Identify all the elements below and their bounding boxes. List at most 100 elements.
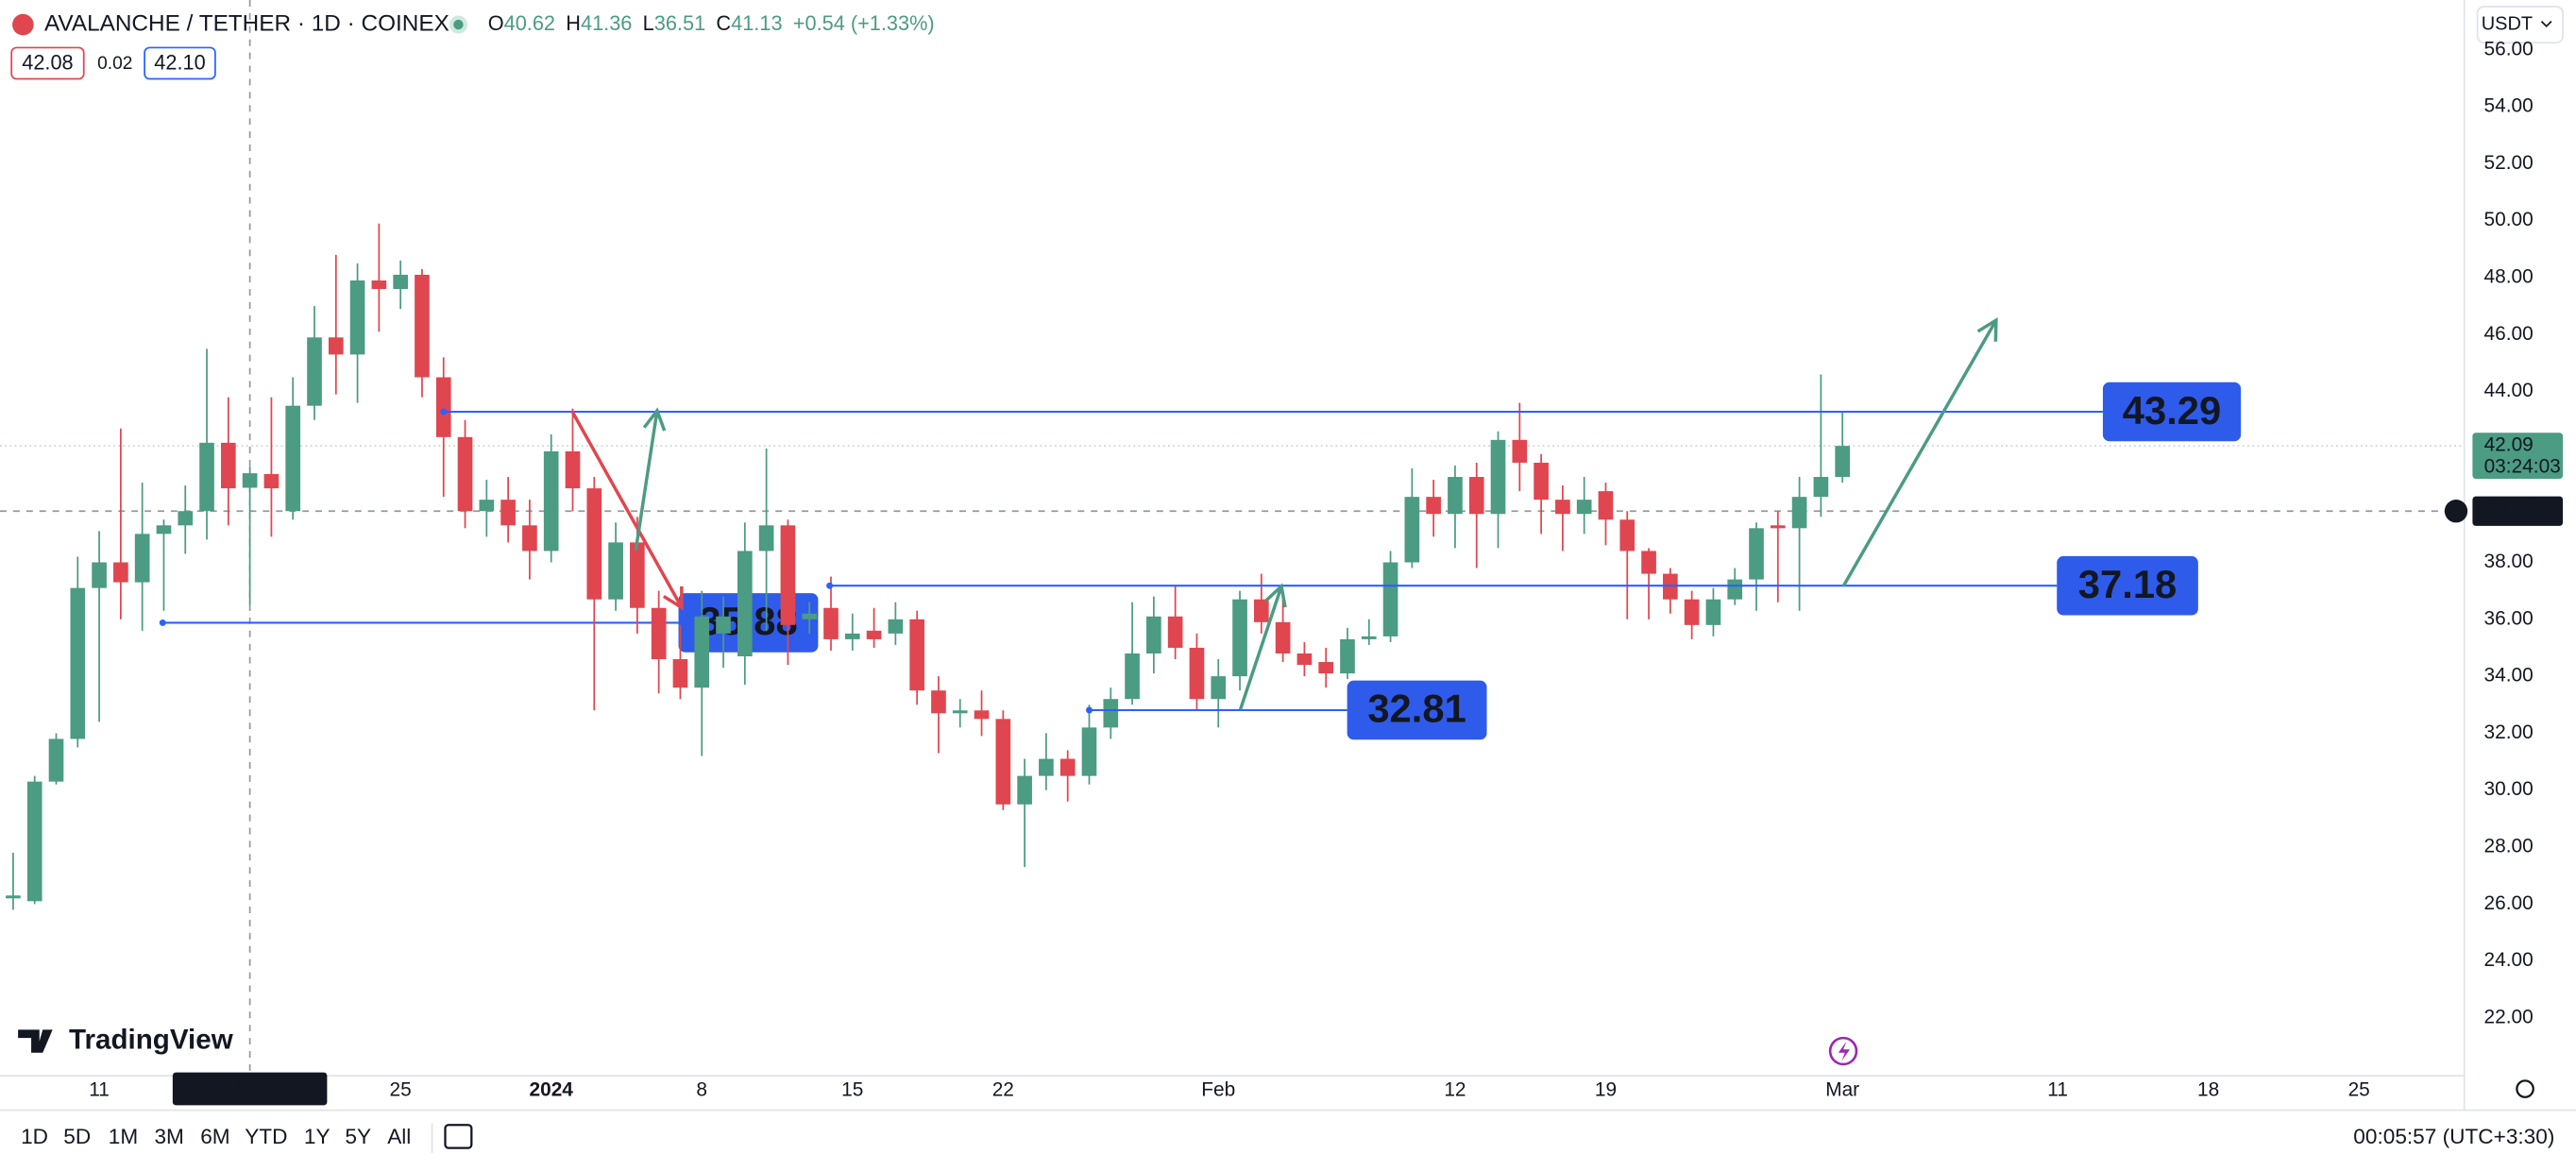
- bid-box[interactable]: [10, 46, 85, 80]
- candle-body: [974, 710, 990, 720]
- countdown: 03:24:03: [2484, 455, 2561, 477]
- x-tick-label: 25: [390, 1078, 412, 1100]
- spread: 0.02: [97, 54, 132, 74]
- candle-body: [500, 500, 516, 526]
- y-tick-label: 38.00: [2484, 551, 2534, 572]
- candle-body: [1340, 638, 1355, 674]
- candle-body: [909, 619, 924, 691]
- range-button[interactable]: 1D: [21, 1125, 48, 1148]
- candle-body: [1232, 599, 1247, 677]
- candle-body: [565, 450, 581, 489]
- candle-body: [1770, 525, 1786, 529]
- h-value: 41.36: [581, 11, 632, 35]
- x-tick-label: 11: [89, 1078, 110, 1100]
- crosshair-date-box: [172, 1072, 328, 1106]
- candle-body: [1125, 653, 1140, 700]
- candle-body: [1211, 676, 1227, 700]
- candle-body: [178, 511, 194, 526]
- candle-body: [1468, 477, 1484, 515]
- candle-body: [1835, 446, 1851, 478]
- ask-box[interactable]: [144, 46, 216, 80]
- level-label: 37.18: [2078, 562, 2177, 606]
- level-anchor: [159, 619, 166, 626]
- candle-body: [1361, 636, 1377, 639]
- candle-body: [1167, 616, 1183, 648]
- candle-body: [630, 542, 645, 608]
- candle-body: [758, 525, 774, 552]
- candle-body: [371, 280, 387, 290]
- candle-body: [931, 690, 946, 714]
- o-label: O: [488, 11, 504, 35]
- y-tick-label: 54.00: [2484, 95, 2534, 117]
- ohlc-legend: O40.62 H41.36 L36.51 C41.13 +0.54 (+1.33…: [488, 11, 935, 35]
- range-button[interactable]: 1M: [109, 1125, 138, 1148]
- date-range-icon[interactable]: [444, 1124, 473, 1149]
- candle-body: [393, 274, 408, 290]
- candle-body: [415, 274, 430, 378]
- candle-body: [199, 442, 214, 512]
- candle-body: [1813, 477, 1829, 498]
- x-tick-label: 25: [2348, 1078, 2370, 1100]
- candle-body: [1146, 616, 1161, 653]
- x-tick-label: 19: [1595, 1078, 1617, 1100]
- candle-body: [1426, 497, 1441, 515]
- range-button[interactable]: 5Y: [345, 1125, 371, 1148]
- currency: USDT: [2482, 13, 2533, 34]
- x-tick-label: Mar: [1825, 1078, 1859, 1100]
- currency-caret: [2540, 20, 2552, 28]
- range-button[interactable]: All: [387, 1125, 411, 1148]
- crosshair-date: Mon 18 Dec '23: [181, 1078, 318, 1099]
- y-tick-label: 48.00: [2484, 265, 2534, 287]
- y-tick-label: 46.00: [2484, 323, 2534, 345]
- y-tick-label: 22.00: [2484, 1006, 2534, 1027]
- candle-body: [263, 474, 280, 489]
- news-icon[interactable]: [1828, 1036, 1858, 1066]
- arrow-head: [1264, 583, 1287, 608]
- level-label-box: [2057, 555, 2198, 616]
- drawings: 43.29 37.18 32.81: [440, 316, 2242, 740]
- candle-body: [113, 562, 128, 583]
- candle-body: [522, 525, 537, 552]
- range-button[interactable]: YTD: [245, 1125, 287, 1148]
- range-button[interactable]: 6M: [200, 1125, 229, 1148]
- candle-body: [1641, 551, 1656, 574]
- candle-body: [1081, 727, 1097, 776]
- arrow-head: [1976, 316, 1998, 342]
- candle-body: [1555, 500, 1570, 515]
- candle-body: [737, 551, 753, 656]
- candle-body: [26, 781, 42, 902]
- currency-button[interactable]: [2476, 6, 2564, 44]
- settings-icon[interactable]: [2516, 1079, 2534, 1098]
- status-dot: [453, 19, 464, 30]
- candle-body: [1296, 653, 1313, 666]
- candle-body: [672, 659, 688, 688]
- range-button[interactable]: 1Y: [304, 1125, 330, 1148]
- candle-body: [1534, 462, 1549, 501]
- x-tick-label: Feb: [1201, 1078, 1235, 1100]
- candle-body: [651, 607, 667, 660]
- crosshair-price: 39.80: [2485, 500, 2534, 521]
- range-button[interactable]: 5D: [63, 1125, 91, 1148]
- symbol-title: AVALANCHE / TETHER · 1D · COINEX: [44, 11, 449, 37]
- range-button[interactable]: 3M: [154, 1125, 183, 1148]
- candle-body: [1382, 562, 1398, 636]
- candle-body: [1448, 477, 1463, 515]
- c-value: 41.13: [731, 11, 782, 35]
- candle-body: [1791, 497, 1807, 529]
- x-tick-label: 22: [992, 1078, 1014, 1100]
- l-value: 36.51: [654, 11, 705, 35]
- candle-body: [1512, 439, 1528, 463]
- y-tick-label: 26.00: [2484, 892, 2534, 914]
- last-price-box: [2472, 433, 2564, 479]
- candle-body: [242, 473, 258, 488]
- y-tick-label: 34.00: [2484, 665, 2534, 687]
- level-anchor: [1086, 706, 1093, 714]
- h-label: H: [566, 11, 581, 35]
- candle-body: [1275, 621, 1291, 653]
- x-tick-label: 15: [841, 1078, 863, 1100]
- candle-body: [1619, 519, 1635, 552]
- bid: 42.08: [22, 51, 73, 75]
- candle-body: [1189, 647, 1205, 700]
- candle-body: [1039, 758, 1054, 776]
- arrow-head: [642, 407, 667, 432]
